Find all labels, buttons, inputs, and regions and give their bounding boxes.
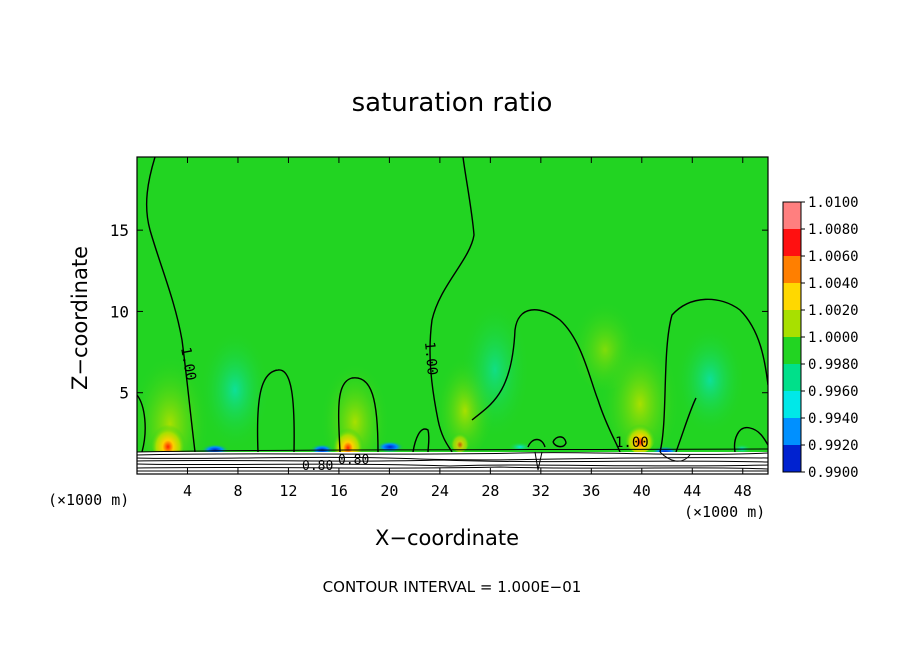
colorbar-label: 1.0060 [808, 249, 859, 265]
colorbar-swatch [783, 337, 801, 364]
x-unit-right: (×1000 m) [684, 503, 766, 521]
colorbar-swatch [783, 310, 801, 337]
x-tick-label: 40 [633, 482, 651, 500]
contour-1.00 [337, 377, 379, 453]
plot-frame [136, 156, 769, 475]
contour-1.00 [429, 157, 475, 453]
contour-1.00 [527, 438, 546, 448]
contour-label: 1.00 [615, 435, 649, 451]
contour-1.00 [471, 309, 621, 453]
contour-label: 0.80 [338, 453, 369, 468]
x-tick-label: 16 [330, 482, 348, 500]
colorbar-label: 0.9920 [808, 438, 859, 454]
contour-label: 0.80 [302, 459, 333, 474]
contour-1.00 [145, 157, 196, 453]
colorbar-label: 1.0100 [808, 195, 859, 211]
x-tick-label: 28 [481, 482, 499, 500]
x-tick-label: 12 [279, 482, 297, 500]
colorbar-swatch [783, 364, 801, 391]
y-tick-label: 15 [110, 221, 129, 240]
colorbar-swatch [783, 229, 801, 256]
y-tick-label: 10 [110, 302, 129, 321]
colorbar-swatch [783, 391, 801, 418]
chart-title: saturation ratio [351, 88, 553, 118]
plume-shading [460, 300, 530, 440]
colorbar-label: 0.9900 [808, 465, 859, 481]
dry-spot [376, 441, 404, 453]
colorbar-label: 1.0040 [808, 276, 859, 292]
contour-1.00 [659, 298, 768, 453]
field-area [137, 157, 768, 474]
colorbar-swatch [783, 418, 801, 445]
colorbar-label: 1.0020 [808, 303, 859, 319]
contour-1.00 [733, 426, 768, 453]
colorbar: 1.0100 1.0080 1.0060 1.0040 1.0020 1.0000 0.99… [782, 195, 859, 481]
warm-core [450, 428, 470, 452]
x-tick-label: 32 [532, 482, 550, 500]
colorbar-label: 1.0000 [808, 330, 859, 346]
x-unit-left: (×1000 m) [48, 491, 130, 509]
contour-1.00 [552, 436, 567, 448]
contour-lines [137, 157, 768, 453]
x-tick-label: 36 [582, 482, 600, 500]
contour-label: 1.00 [421, 341, 440, 376]
contour-1.00 [256, 369, 295, 453]
contour-label: 1.00 [177, 346, 199, 382]
contour-1.00 [137, 394, 146, 453]
x-tick-label: 44 [683, 482, 701, 500]
contour-1.00 [412, 428, 430, 453]
ground-contours [137, 448, 768, 472]
plume-shading [600, 320, 680, 460]
colorbar-label: 0.9960 [808, 384, 859, 400]
x-tick-label: 48 [734, 482, 752, 500]
y-tick-label: 5 [119, 384, 129, 403]
x-tick-label: 24 [431, 482, 449, 500]
contour-1.00 [675, 397, 697, 453]
x-tick-label: 8 [233, 482, 242, 500]
colorbar-swatch [783, 445, 801, 472]
colorbar-label: 1.0080 [808, 222, 859, 238]
x-axis-label: X−coordinate [375, 526, 519, 550]
colorbar-swatch [783, 202, 801, 229]
colorbar-label: 0.9940 [808, 411, 859, 427]
warm-core [624, 417, 656, 453]
colorbar-label: 0.9980 [808, 357, 859, 373]
colorbar-swatch [783, 256, 801, 283]
warm-core [150, 416, 186, 460]
x-tick-label: 20 [380, 482, 398, 500]
plume-shading [200, 330, 270, 450]
contour-interval-note: CONTOUR INTERVAL = 1.000E−01 [322, 578, 582, 596]
plume-shading [675, 325, 745, 435]
contour-labels: 1.00 1.00 1.00 0.80 0.80 [177, 341, 649, 474]
x-tick-label: 4 [183, 482, 192, 500]
colorbar-swatch [783, 283, 801, 310]
